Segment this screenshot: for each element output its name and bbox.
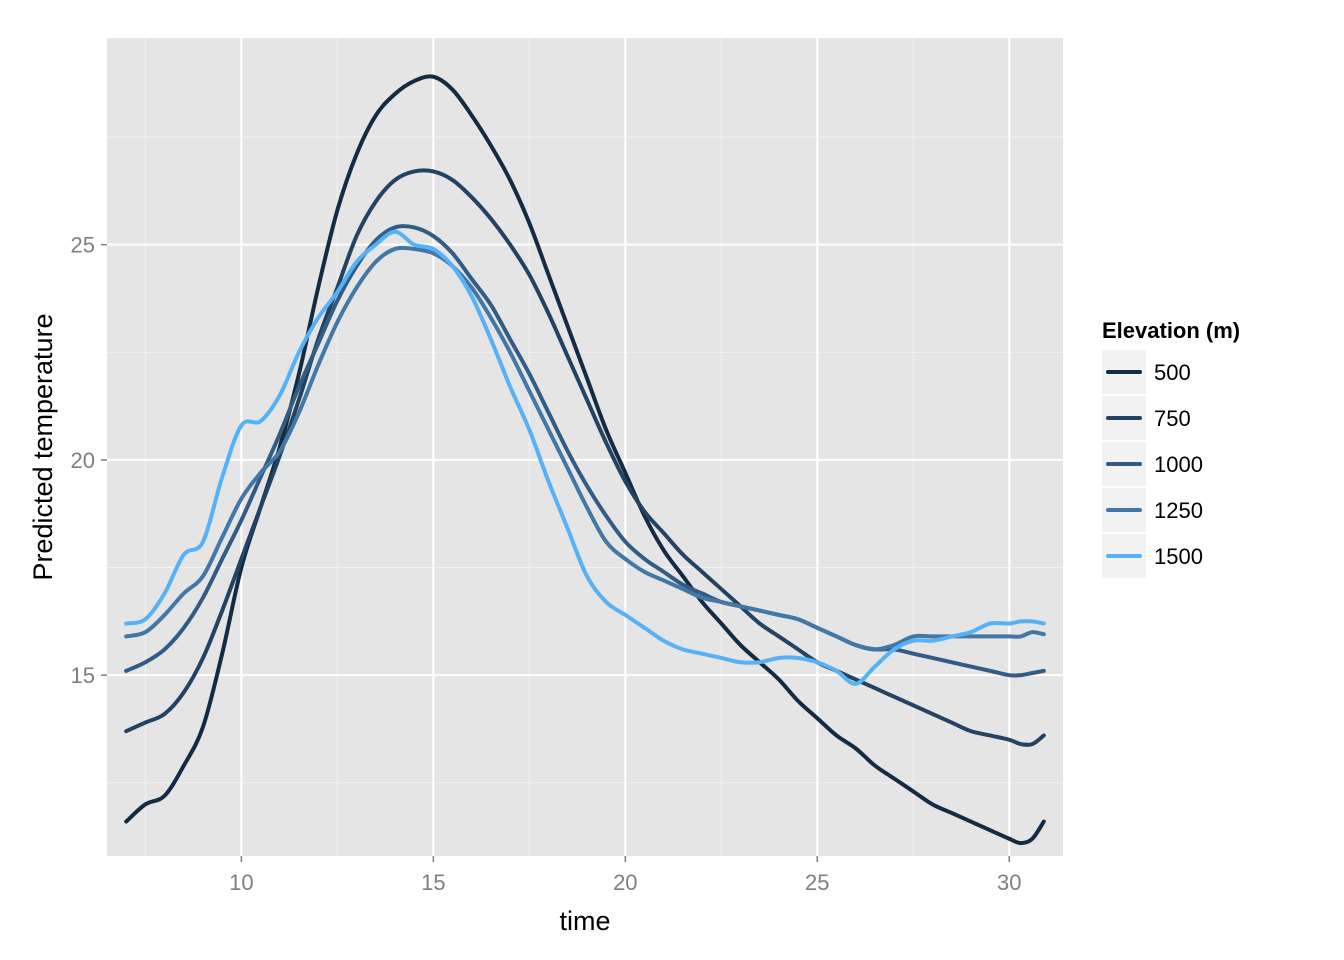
series-line-1500: [124, 229, 1046, 686]
x-axis-title: time: [559, 906, 610, 936]
legend-label: 750: [1154, 406, 1191, 431]
legend-label: 500: [1154, 360, 1191, 385]
minor-grid: [107, 38, 1063, 856]
y-tick-label: 25: [71, 233, 95, 258]
y-axis-title: Predicted temperature: [28, 313, 58, 580]
x-tick-label: 15: [421, 870, 445, 895]
legend-label: 1500: [1154, 544, 1203, 569]
y-tick-label: 20: [71, 448, 95, 473]
x-tick-label: 25: [805, 870, 829, 895]
series-line-1000: [124, 224, 1046, 678]
y-axis: 15 20 25: [71, 233, 107, 688]
series-line-500: [124, 74, 1046, 846]
x-tick-label: 10: [229, 870, 253, 895]
plot-panel: [107, 38, 1063, 856]
series-line-1250: [124, 245, 1046, 652]
series-lines: [124, 74, 1046, 846]
x-tick-label: 30: [997, 870, 1021, 895]
legend-label: 1250: [1154, 498, 1203, 523]
legend-title: Elevation (m): [1102, 318, 1240, 343]
y-tick-label: 15: [71, 663, 95, 688]
x-tick-label: 20: [613, 870, 637, 895]
legend: Elevation (m) 500 750 1000 1250 1500: [1102, 318, 1240, 578]
legend-label: 1000: [1154, 452, 1203, 477]
x-axis: 10 15 20 25 30: [229, 856, 1021, 895]
